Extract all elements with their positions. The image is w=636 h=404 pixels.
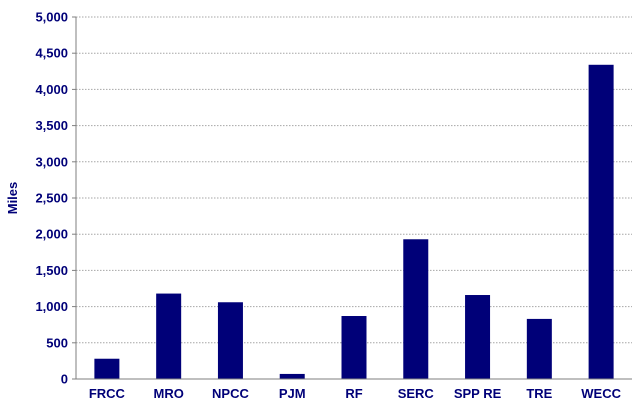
y-tick-label: 500 — [46, 335, 68, 350]
bar-pjm — [279, 373, 305, 379]
bar-rf — [341, 316, 367, 379]
y-tick-label: 3,500 — [35, 118, 68, 133]
x-tick-label: SERC — [398, 386, 435, 401]
bar-wecc — [588, 64, 614, 379]
bar-serc — [403, 239, 429, 379]
x-tick-label: NPCC — [212, 386, 249, 401]
y-tick-label: 4,500 — [35, 46, 68, 61]
bar-mro — [156, 293, 182, 379]
bar-frcc — [94, 358, 120, 379]
bar-npcc — [217, 302, 243, 379]
bars — [94, 64, 614, 379]
x-tick-labels: FRCC MRO NPCC PJM RF SERC SPP RE TRE WECC — [89, 386, 622, 401]
y-tick-label: 1,000 — [35, 299, 68, 314]
y-tick-label: 2,000 — [35, 227, 68, 242]
y-tick-label: 1,500 — [35, 263, 68, 278]
x-tick-label: FRCC — [89, 386, 126, 401]
y-tick-labels: 0 500 1,000 1,500 2,000 2,500 3,000 3,500 4,000 4… — [35, 10, 68, 387]
axes — [72, 16, 632, 380]
x-tick-label: PJM — [279, 386, 306, 401]
bar-tre — [526, 318, 552, 379]
x-tick-label: RF — [345, 386, 362, 401]
x-tick-label: MRO — [153, 386, 183, 401]
y-tick-label: 0 — [61, 372, 68, 387]
y-tick-label: 2,500 — [35, 191, 68, 206]
y-axis-title: Miles — [5, 182, 20, 215]
y-tick-label: 4,000 — [35, 82, 68, 97]
y-tick-label: 3,000 — [35, 154, 68, 169]
bar-spp-re — [465, 295, 491, 379]
x-tick-label: TRE — [526, 386, 552, 401]
y-tick-label: 5,000 — [35, 10, 68, 25]
x-tick-label: WECC — [581, 386, 621, 401]
x-tick-label: SPP RE — [454, 386, 502, 401]
